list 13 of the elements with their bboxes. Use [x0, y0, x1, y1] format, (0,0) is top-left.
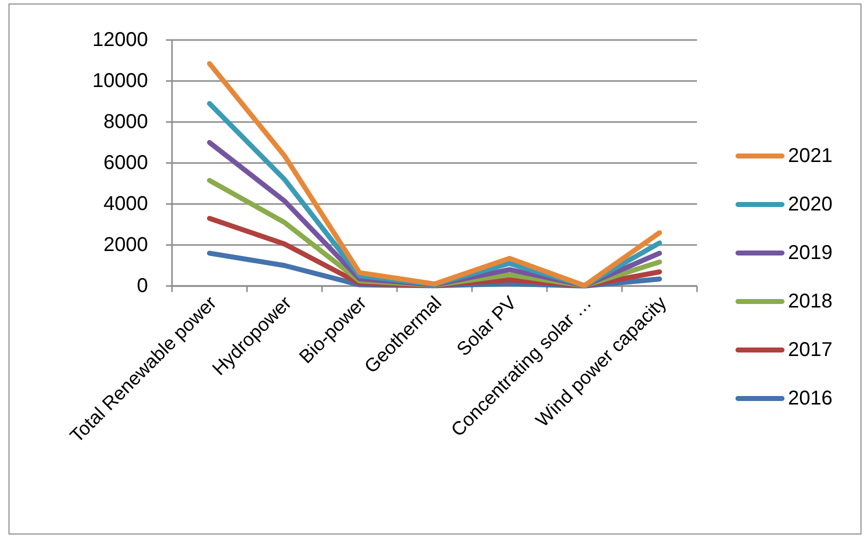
legend-label: 2019	[788, 242, 832, 264]
y-tick-label: 8000	[104, 111, 148, 133]
y-tick-label: 10000	[92, 70, 148, 92]
y-tick-label: 0	[136, 275, 148, 297]
legend-label: 2020	[788, 194, 832, 216]
legend-label: 2021	[788, 145, 832, 167]
y-tick-label: 4000	[104, 193, 148, 215]
y-tick-label: 2000	[104, 234, 148, 256]
legend-label: 2017	[788, 339, 832, 361]
legend-label: 2016	[788, 388, 832, 410]
y-tick-label: 6000	[104, 152, 148, 174]
y-tick-label: 12000	[92, 29, 148, 51]
legend-label: 2018	[788, 290, 832, 312]
